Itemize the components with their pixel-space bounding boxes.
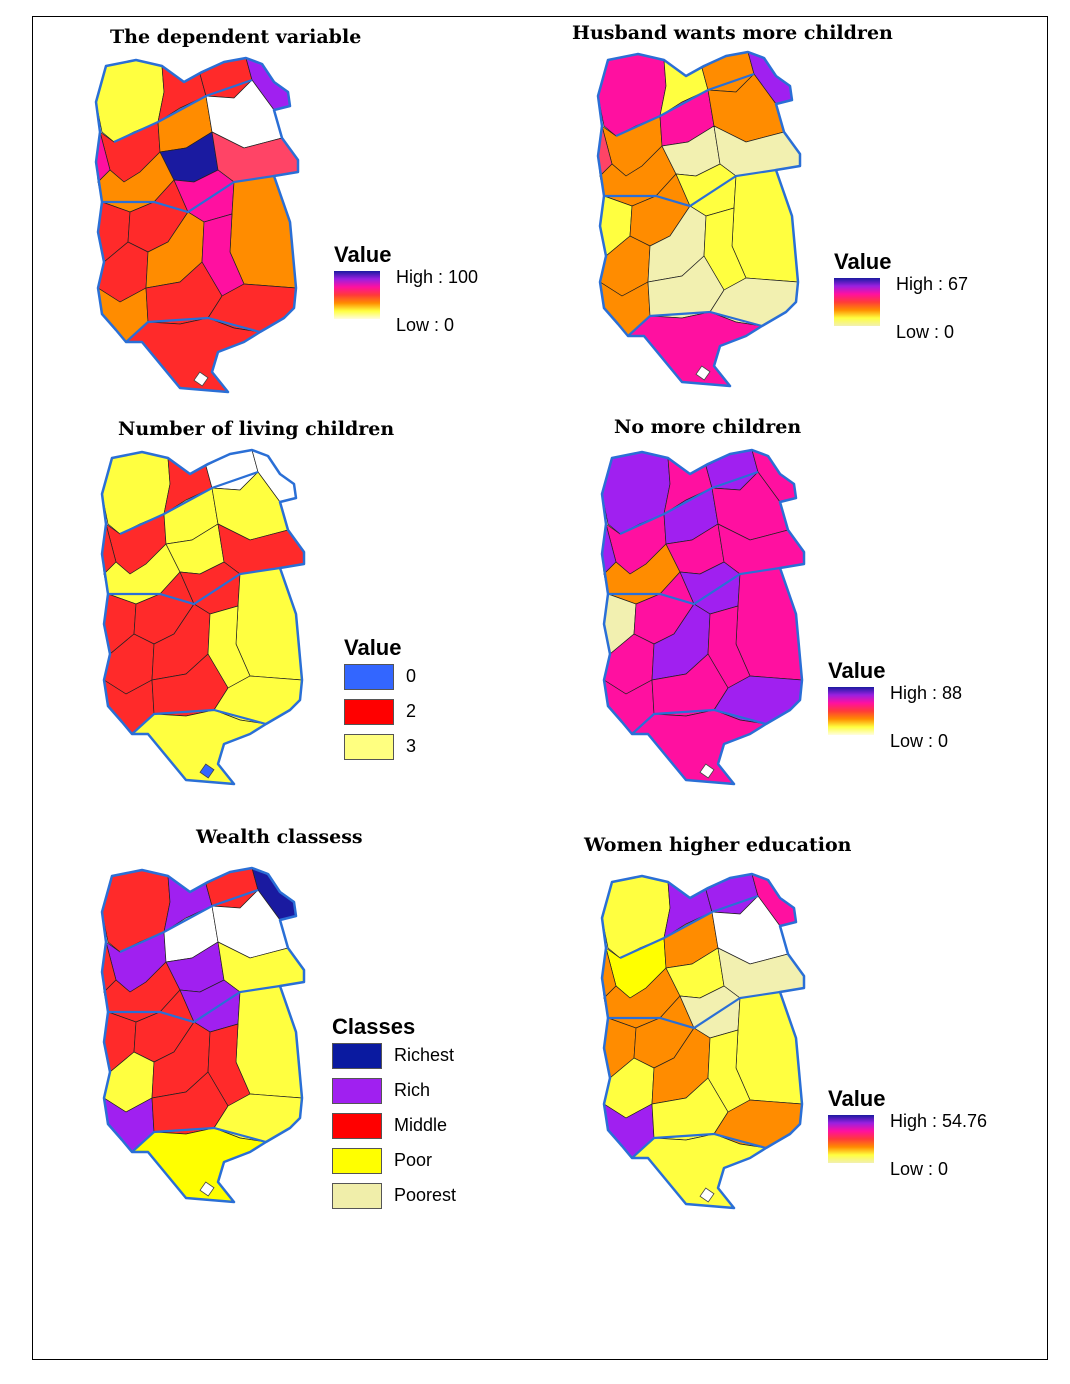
map-district bbox=[235, 567, 303, 681]
map-district bbox=[125, 317, 261, 393]
legend-class-label: 3 bbox=[406, 736, 417, 756]
inner-boundary-1 bbox=[608, 990, 781, 1030]
legend-heading: Value bbox=[344, 635, 402, 660]
enclave-district bbox=[199, 1181, 215, 1197]
region-boundary bbox=[94, 56, 300, 394]
figure-frame bbox=[32, 16, 1048, 1360]
legend-heading: Value bbox=[828, 658, 886, 683]
region-boundary bbox=[100, 866, 306, 1204]
choropleth-map bbox=[596, 50, 802, 388]
legend-class-label: Poorest bbox=[394, 1185, 457, 1205]
panel-title: The dependent variable bbox=[110, 26, 362, 48]
panel-title: Number of living children bbox=[118, 418, 395, 440]
inner-boundary-3 bbox=[631, 708, 767, 735]
legend-high-label: High : 100 bbox=[396, 267, 479, 287]
choropleth-map bbox=[600, 872, 806, 1210]
legend: Value High : 88 Low : 0 bbox=[828, 658, 962, 751]
enclave-district bbox=[699, 763, 715, 779]
map-district bbox=[235, 985, 303, 1099]
region-boundary bbox=[596, 50, 802, 388]
panel-title: Wealth classess bbox=[196, 826, 363, 848]
legend: Value 0 2 3 bbox=[344, 635, 416, 765]
inner-boundary-2 bbox=[619, 894, 759, 960]
legend-heading: Value bbox=[828, 1086, 886, 1111]
legend-low-label: Low : 0 bbox=[890, 731, 949, 751]
color-ramp bbox=[334, 271, 380, 319]
legend-heading: Classes bbox=[332, 1014, 416, 1039]
inner-boundary-1 bbox=[608, 566, 781, 606]
map-district bbox=[229, 175, 297, 289]
legend-heading: Value bbox=[334, 242, 392, 267]
legend-high-label: High : 88 bbox=[890, 683, 963, 703]
inner-boundary-3 bbox=[131, 708, 267, 735]
color-ramp bbox=[828, 1115, 874, 1163]
map-district bbox=[731, 169, 799, 283]
legend-class-label: Rich bbox=[394, 1080, 431, 1100]
legend: Classes Richest Rich Middle Poor Poorest bbox=[332, 1014, 456, 1214]
region-boundary bbox=[100, 448, 306, 786]
legend-swatch bbox=[332, 1148, 382, 1174]
legend-swatch bbox=[344, 734, 394, 760]
inner-boundary-3 bbox=[631, 1132, 767, 1159]
map-district bbox=[631, 1133, 767, 1209]
map-district bbox=[131, 709, 267, 785]
inner-boundary-3 bbox=[131, 1126, 267, 1153]
legend-high-label: High : 67 bbox=[896, 274, 969, 294]
inner-boundary-2 bbox=[113, 78, 253, 144]
legend-class-label: Poor bbox=[394, 1150, 433, 1170]
inner-boundary-2 bbox=[619, 470, 759, 536]
legend-class-label: 2 bbox=[406, 701, 417, 721]
legend-swatch bbox=[344, 664, 394, 690]
map-district bbox=[735, 991, 803, 1105]
legend-low-label: Low : 0 bbox=[396, 315, 455, 335]
map-district bbox=[131, 1127, 267, 1203]
inner-boundary-1 bbox=[108, 566, 281, 606]
inner-boundary-3 bbox=[627, 310, 763, 337]
legend: Value High : 100 Low : 0 bbox=[334, 242, 478, 335]
enclave-district bbox=[695, 365, 711, 381]
color-ramp bbox=[834, 278, 880, 326]
legend-high-label: High : 54.76 bbox=[890, 1111, 988, 1131]
inner-boundary-2 bbox=[119, 888, 259, 954]
choropleth-map bbox=[600, 448, 806, 786]
legend-low-label: Low : 0 bbox=[896, 322, 955, 342]
legend-swatch bbox=[332, 1078, 382, 1104]
color-ramp bbox=[828, 687, 874, 735]
inner-boundary-1 bbox=[108, 984, 281, 1024]
choropleth-map bbox=[100, 448, 306, 786]
legend-low-label: Low : 0 bbox=[890, 1159, 949, 1179]
legend-class-label: 0 bbox=[406, 666, 417, 686]
inner-boundary-1 bbox=[604, 168, 777, 208]
choropleth-map bbox=[100, 866, 306, 1204]
map-district bbox=[735, 567, 803, 681]
legend: Value High : 54.76 Low : 0 bbox=[828, 1086, 987, 1179]
inner-boundary-2 bbox=[615, 72, 755, 138]
legend-heading: Value bbox=[834, 249, 892, 274]
choropleth-map bbox=[94, 56, 300, 394]
enclave-district bbox=[699, 1187, 715, 1203]
inner-boundary-2 bbox=[119, 470, 259, 536]
panel-title: No more children bbox=[614, 416, 802, 438]
legend-class-label: Middle bbox=[394, 1115, 448, 1135]
region-boundary bbox=[600, 448, 806, 786]
panel-title: Husband wants more children bbox=[572, 22, 893, 44]
map-district bbox=[631, 709, 767, 785]
inner-boundary-3 bbox=[125, 316, 261, 343]
legend: Value High : 67 Low : 0 bbox=[834, 249, 968, 342]
legend-swatch bbox=[332, 1183, 382, 1209]
legend-swatch bbox=[332, 1043, 382, 1069]
enclave-district bbox=[193, 371, 209, 387]
panel-title: Women higher education bbox=[584, 834, 852, 856]
map-district bbox=[627, 311, 763, 387]
legend-swatch bbox=[344, 699, 394, 725]
legend-swatch bbox=[332, 1113, 382, 1139]
inner-boundary-1 bbox=[102, 174, 275, 214]
enclave-district bbox=[199, 763, 215, 779]
legend-class-label: Richest bbox=[394, 1045, 455, 1065]
region-boundary bbox=[600, 872, 806, 1210]
